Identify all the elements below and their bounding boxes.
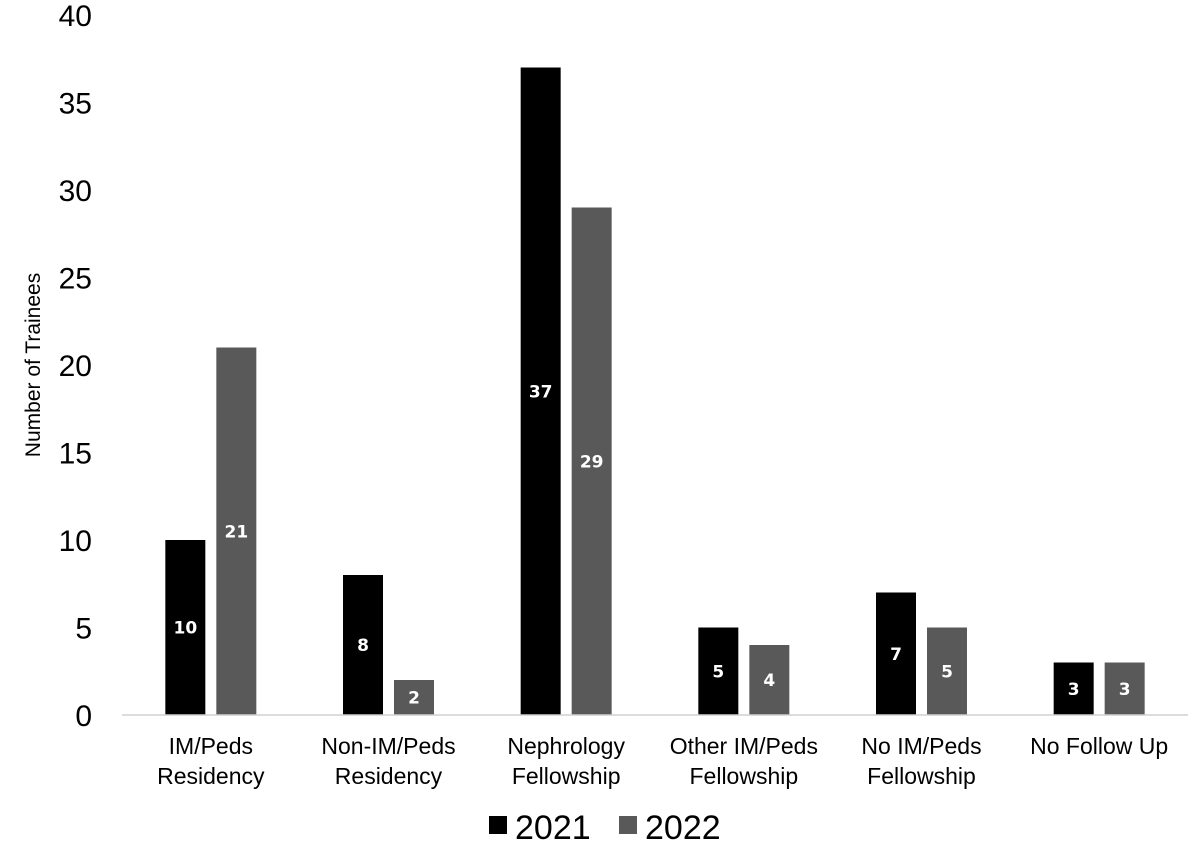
bar-2022 — [749, 645, 790, 715]
x-category-label: No IM/Peds — [861, 733, 981, 759]
legend-label-2022: 2022 — [645, 809, 721, 847]
x-category-label: Fellowship — [867, 763, 976, 789]
data-label: 10 — [173, 619, 197, 639]
y-tick-label: 35 — [59, 88, 92, 121]
data-label: 3 — [1068, 680, 1080, 700]
bar-2022 — [394, 680, 434, 715]
bar-2021 — [698, 627, 739, 715]
data-label: 5 — [712, 662, 724, 682]
y-axis-ticks: 0 5 10 15 20 25 30 35 40 — [59, 0, 92, 733]
bar-2021 — [520, 67, 561, 715]
bar-2022 — [1104, 662, 1145, 715]
legend-swatch-2021 — [489, 816, 507, 834]
bar-2021 — [165, 540, 206, 715]
data-label: 5 — [941, 662, 953, 682]
y-tick-label: 10 — [59, 525, 92, 558]
y-tick-label: 0 — [75, 700, 92, 733]
bar-2022 — [927, 627, 967, 715]
bar-2021 — [1053, 662, 1094, 715]
y-tick-label: 20 — [59, 350, 92, 383]
data-label: 2 — [408, 689, 420, 709]
x-axis-categories: IM/Peds Residency Non-IM/Peds Residency Neph… — [157, 733, 1168, 789]
y-tick-label: 5 — [75, 613, 92, 646]
x-category-label: Fellowship — [690, 763, 799, 789]
data-label: 29 — [580, 452, 604, 472]
x-category-label: Residency — [157, 763, 265, 789]
bar-2021 — [876, 592, 916, 715]
data-label: 8 — [357, 636, 369, 656]
x-category-label: Fellowship — [512, 763, 621, 789]
bar-2022 — [216, 347, 257, 715]
bar-2021 — [343, 575, 383, 715]
x-category-label: Other IM/Peds — [670, 733, 818, 759]
data-label: 4 — [763, 671, 775, 691]
x-category-label: IM/Peds — [169, 733, 253, 759]
x-category-label: Residency — [335, 763, 443, 789]
data-label: 3 — [1119, 680, 1131, 700]
x-category-label: Nephrology — [507, 733, 625, 759]
data-label: 7 — [890, 645, 902, 665]
data-label: 21 — [224, 522, 248, 542]
y-axis-label: Number of Trainees — [22, 273, 45, 457]
y-tick-label: 30 — [59, 175, 92, 208]
bars: 10 21 8 2 37 29 5 4 7 5 3 3 — [165, 67, 1145, 715]
legend-label-2021: 2021 — [515, 809, 591, 847]
x-category-label: Non-IM/Peds — [321, 733, 455, 759]
legend-swatch-2022 — [619, 816, 637, 834]
legend: 2021 2022 — [489, 809, 721, 847]
y-tick-label: 40 — [59, 0, 92, 33]
bar-2022 — [571, 207, 612, 715]
data-label: 37 — [529, 382, 553, 402]
x-category-label: No Follow Up — [1030, 733, 1168, 759]
y-tick-label: 15 — [59, 438, 92, 471]
y-tick-label: 25 — [59, 263, 92, 296]
